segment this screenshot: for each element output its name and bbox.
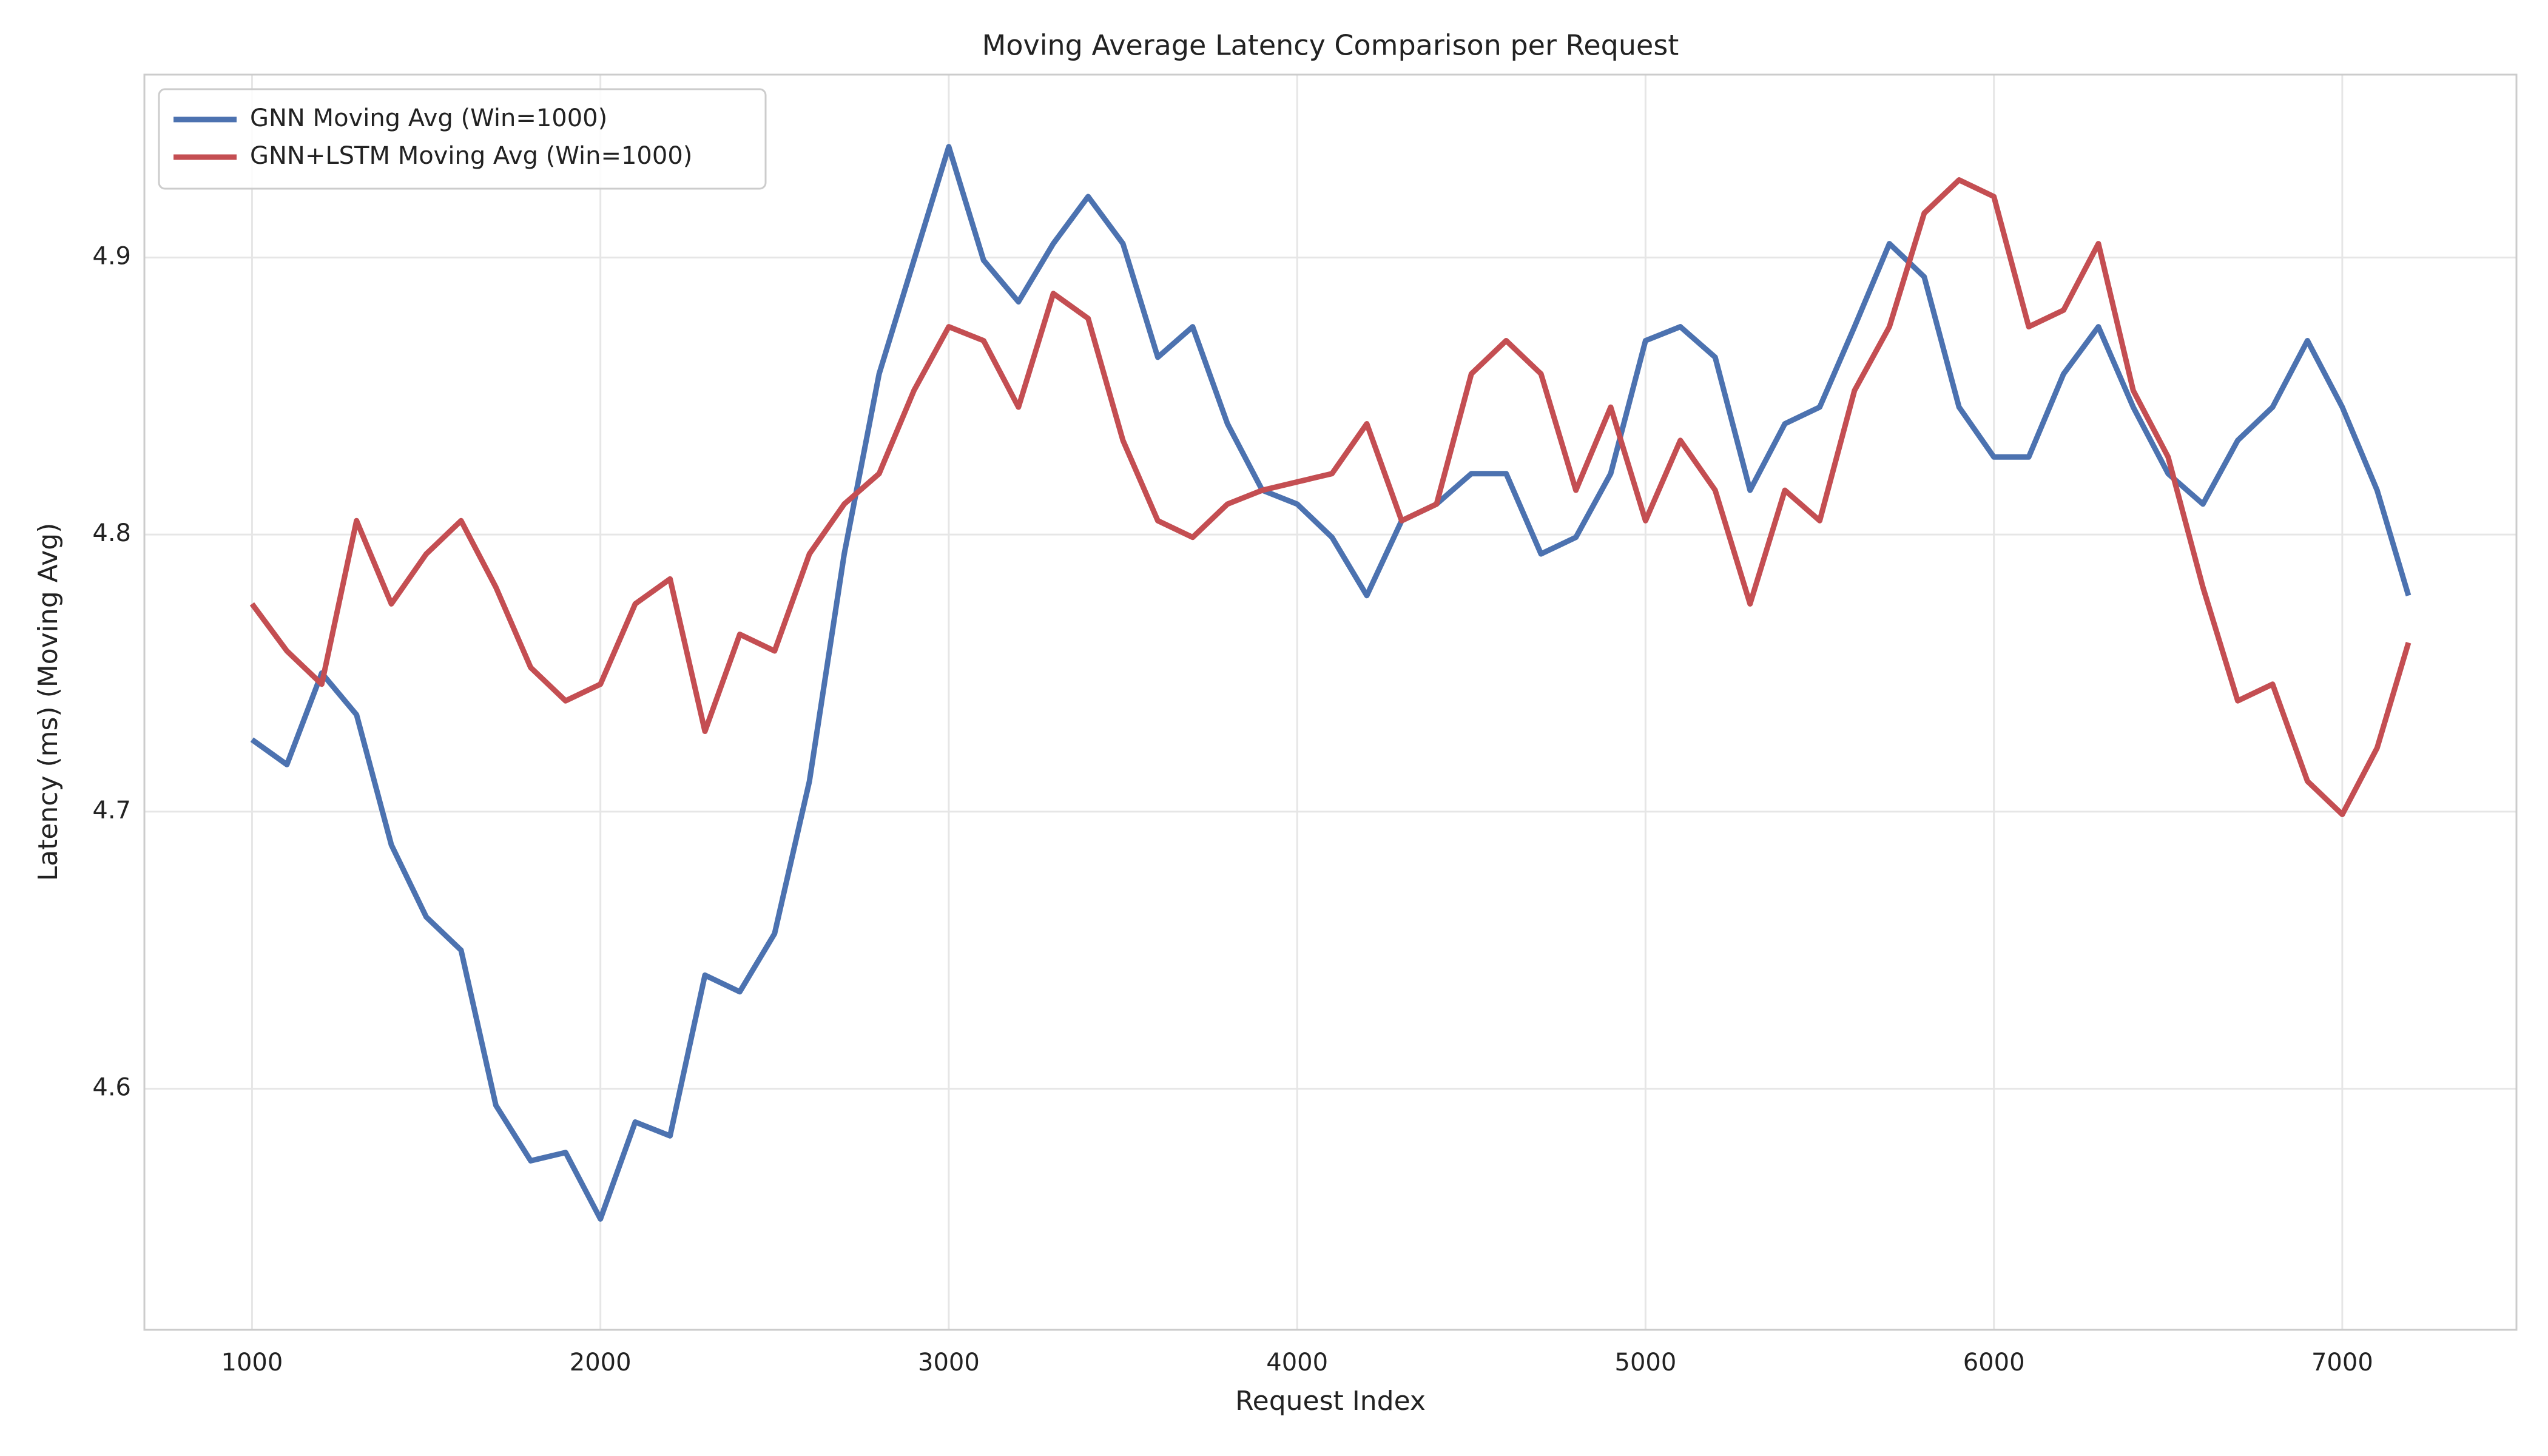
legend-label: GNN Moving Avg (Win=1000) [250,104,607,132]
plot-frame [143,73,2518,1331]
legend-label: GNN+LSTM Moving Avg (Win=1000) [250,142,692,170]
x-tick-label: 5000 [1615,1349,1677,1377]
x-tick-label: 4000 [1266,1349,1328,1377]
y-tick-label: 4.7 [92,797,131,824]
y-tick-label: 4.9 [92,242,131,270]
y-axis-label: Latency (ms) (Moving Avg) [33,523,64,881]
x-tick-label: 2000 [570,1349,632,1377]
x-tick-label: 7000 [2311,1349,2373,1377]
series-line [250,144,2412,1222]
x-axis-label: Request Index [1235,1386,1426,1417]
y-tick-label: 4.8 [92,519,131,547]
series-line [249,177,2412,817]
x-tick-label: 6000 [1963,1349,2025,1377]
x-tick-label: 3000 [918,1349,980,1377]
legend-box [158,88,767,190]
y-tick-label: 4.6 [92,1074,131,1102]
x-tick-label: 1000 [221,1349,283,1377]
chart-title: Moving Average Latency Comparison per Re… [982,29,1679,62]
